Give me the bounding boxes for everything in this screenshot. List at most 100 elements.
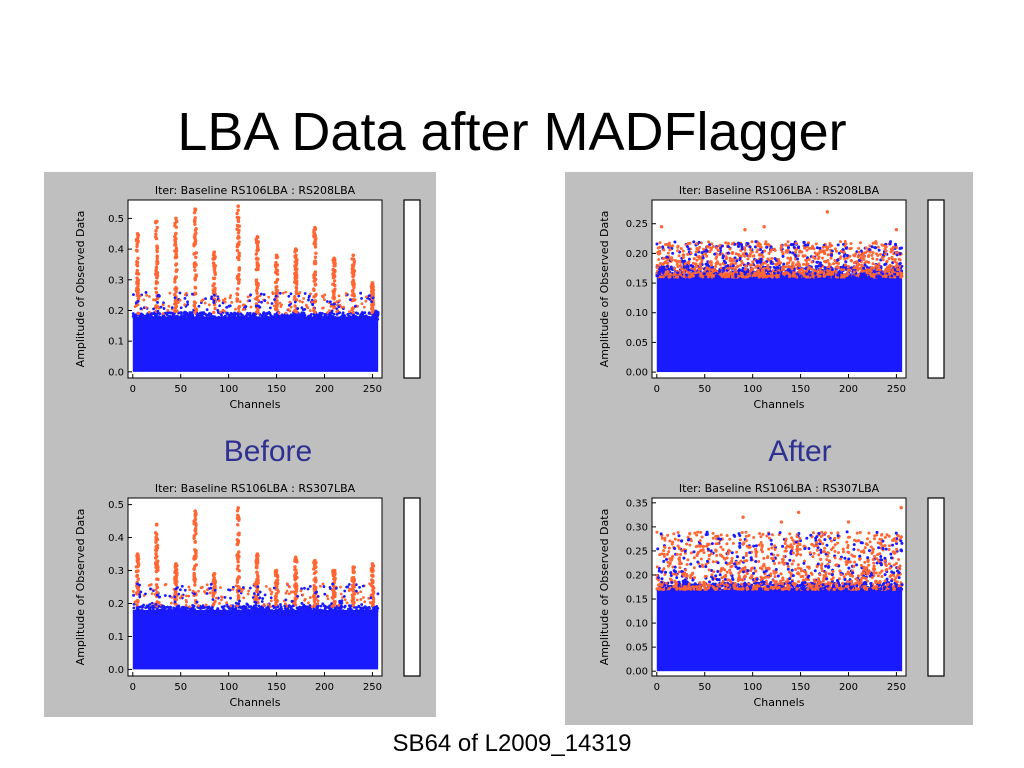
data-point <box>132 602 136 606</box>
data-point <box>272 586 276 590</box>
data-point <box>287 308 290 311</box>
data-point <box>293 565 297 569</box>
data-point <box>193 550 198 554</box>
series-flagged <box>131 506 380 609</box>
data-point <box>667 590 671 594</box>
data-point <box>186 300 189 304</box>
data-point <box>275 611 278 615</box>
data-point <box>235 299 239 303</box>
data-point <box>269 599 273 603</box>
data-point <box>863 263 867 267</box>
spike-peak-point <box>193 207 197 212</box>
data-point <box>655 242 659 246</box>
data-point <box>348 298 352 302</box>
data-point <box>343 598 347 602</box>
data-point <box>750 263 754 267</box>
data-point <box>361 584 365 588</box>
data-point <box>161 312 165 315</box>
chart-before-rs307: 0 50 100 150 200 250 0.0 0.1 0.2 0.3 0.4 0.5 Iter: B… <box>54 476 426 716</box>
data-point <box>233 610 237 613</box>
data-point <box>371 588 374 592</box>
data-point <box>671 251 675 255</box>
data-point <box>260 600 264 603</box>
data-point <box>296 594 300 598</box>
data-point <box>174 225 178 229</box>
spike-peak-point <box>293 555 298 560</box>
data-point <box>236 236 240 240</box>
data-point <box>348 605 352 609</box>
y-tick-label: 0.05 <box>626 338 648 349</box>
data-point <box>333 576 337 581</box>
data-point <box>662 248 666 252</box>
data-point <box>664 270 668 274</box>
data-point <box>319 604 323 608</box>
data-point <box>303 313 307 317</box>
x-tick-label: 0 <box>654 384 660 395</box>
data-point <box>862 258 866 262</box>
data-point <box>314 602 318 606</box>
y-tick-label: 0.3 <box>108 275 124 286</box>
data-point <box>772 265 776 269</box>
data-point <box>668 248 672 252</box>
data-point <box>875 252 879 256</box>
data-point <box>173 292 177 297</box>
data-point <box>248 311 252 315</box>
data-point <box>848 247 852 251</box>
data-point <box>228 296 232 300</box>
data-point <box>294 285 298 290</box>
data-point <box>193 514 197 518</box>
data-point <box>340 599 344 603</box>
data-point <box>331 572 335 576</box>
data-point <box>183 606 187 610</box>
data-point <box>760 253 764 257</box>
data-point <box>710 275 714 279</box>
data-point <box>225 601 229 605</box>
data-point <box>193 222 197 226</box>
data-point <box>670 258 674 262</box>
data-point <box>237 277 241 282</box>
data-point <box>692 240 696 244</box>
data-point <box>791 251 795 255</box>
data-point <box>292 610 296 614</box>
data-point <box>744 252 748 256</box>
data-point <box>698 264 702 268</box>
unflagged-dense-band <box>656 588 903 672</box>
data-point <box>274 294 278 298</box>
data-point <box>688 241 692 245</box>
data-point <box>161 604 165 608</box>
data-point <box>797 263 801 267</box>
spike-peak-point <box>274 253 279 258</box>
data-point <box>204 603 208 607</box>
data-point <box>781 271 785 275</box>
data-point <box>274 579 279 583</box>
x-axis-label: Channels <box>230 398 281 411</box>
data-point <box>155 273 159 278</box>
data-point <box>753 245 757 249</box>
data-point <box>806 275 810 279</box>
data-point <box>173 240 178 244</box>
data-point <box>781 254 785 258</box>
data-point <box>193 539 197 544</box>
data-point <box>829 256 833 260</box>
data-point <box>734 273 738 277</box>
data-point <box>155 564 160 568</box>
data-point <box>287 592 291 596</box>
data-point <box>326 311 329 315</box>
data-point <box>859 274 863 278</box>
data-point <box>157 315 161 318</box>
data-point <box>262 293 266 296</box>
data-point <box>178 611 182 615</box>
x-tick-label: 100 <box>219 384 238 395</box>
data-point <box>310 605 314 609</box>
data-point <box>695 274 699 278</box>
data-point <box>719 590 723 593</box>
data-point <box>826 269 830 273</box>
data-point <box>871 250 875 254</box>
data-point <box>332 279 337 283</box>
data-point <box>759 257 763 261</box>
data-point <box>163 594 167 597</box>
data-point <box>687 257 691 261</box>
data-point <box>828 244 832 248</box>
data-point <box>158 294 161 298</box>
data-point <box>176 301 180 304</box>
